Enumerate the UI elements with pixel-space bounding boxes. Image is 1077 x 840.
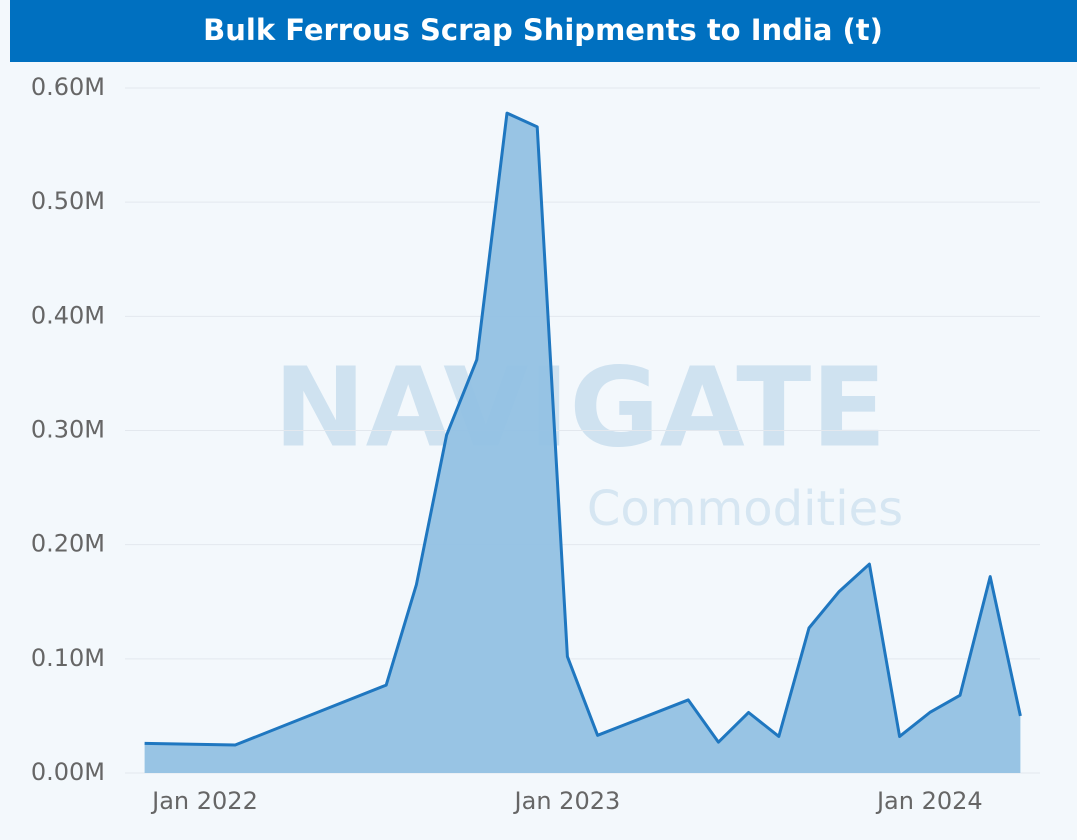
- y-tick-label: 0.10M: [31, 644, 105, 672]
- x-tick-label: Jan 2024: [875, 787, 983, 815]
- y-tick-label: 0.20M: [31, 530, 105, 558]
- y-tick-label: 0.40M: [31, 301, 105, 329]
- y-tick-label: 0.50M: [31, 187, 105, 215]
- x-tick-label: Jan 2022: [150, 787, 258, 815]
- watermark: NAVIGATE: [274, 343, 887, 471]
- y-tick-label: 0.60M: [31, 73, 105, 101]
- chart-title: Bulk Ferrous Scrap Shipments to India (t…: [203, 13, 883, 47]
- y-tick-label: 0.00M: [31, 758, 105, 786]
- line: [144, 111, 1022, 747]
- y-tick-label: 0.30M: [31, 416, 105, 444]
- watermark: Commodities: [587, 481, 903, 537]
- title-bar: [10, 0, 1077, 62]
- x-tick-label: Jan 2023: [513, 787, 621, 815]
